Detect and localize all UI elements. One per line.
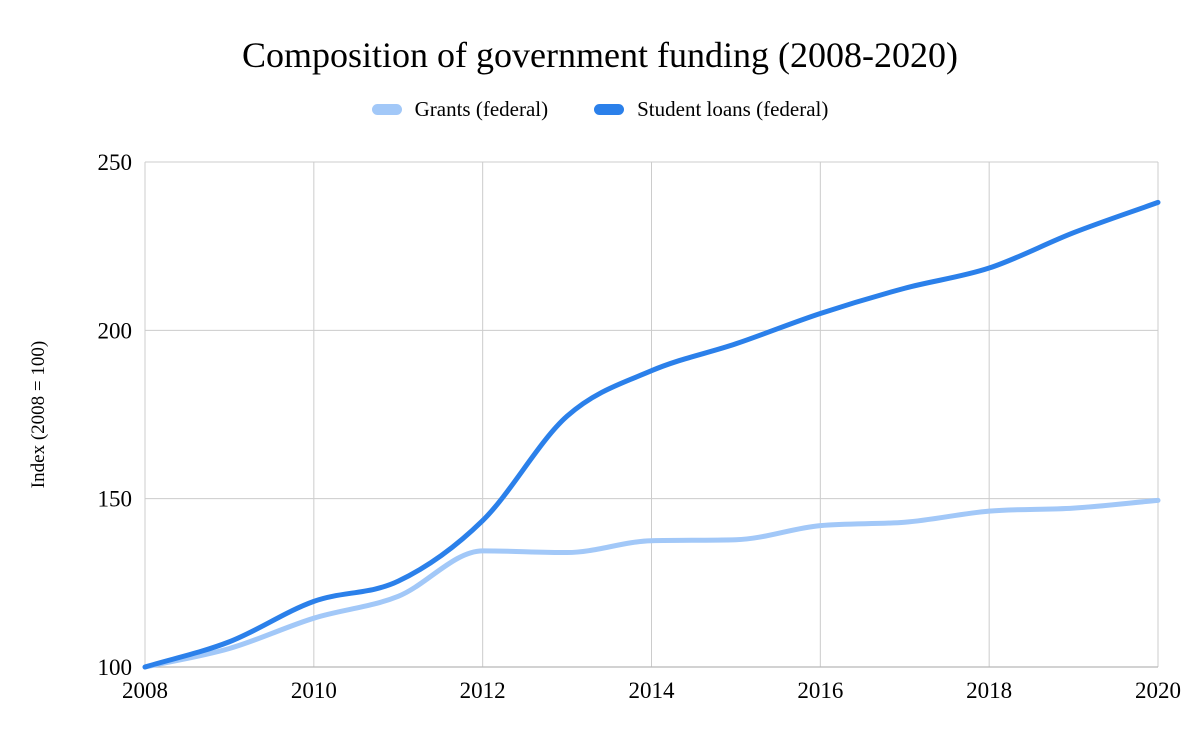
x-tick-label: 2010 <box>291 678 337 703</box>
legend-swatch-student-loans-icon <box>594 104 625 115</box>
chart-title: Composition of government funding (2008-… <box>242 35 958 75</box>
x-tick-label: 2018 <box>966 678 1012 703</box>
legend-label-student-loans: Student loans (federal) <box>637 97 829 121</box>
x-tick-label: 2012 <box>460 678 506 703</box>
x-tick-label: 2020 <box>1135 678 1181 703</box>
y-axis-title: Index (2008 = 100) <box>28 341 49 488</box>
x-tick-label: 2008 <box>122 678 168 703</box>
series-line-student-loans <box>142 199 1161 670</box>
legend-label-grants: Grants (federal) <box>414 97 549 121</box>
y-tick-label: 150 <box>98 487 133 512</box>
x-tick-label: 2014 <box>629 678 676 703</box>
chart-legend: Grants (federal) Student loans (federal) <box>0 99 1200 120</box>
y-tick-label: 200 <box>98 318 133 343</box>
series-line-grants <box>142 497 1161 670</box>
y-tick-label: 250 <box>98 150 133 175</box>
legend-item-grants: Grants (federal) <box>371 97 549 121</box>
y-tick-label: 100 <box>98 655 133 680</box>
x-tick-label: 2016 <box>797 678 843 703</box>
legend-item-student-loans: Student loans (federal) <box>594 99 828 120</box>
legend-swatch-grants-icon <box>371 104 402 115</box>
